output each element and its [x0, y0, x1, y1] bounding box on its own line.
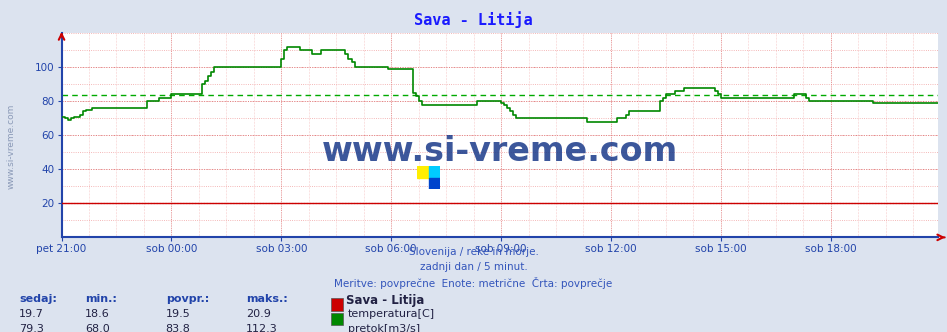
Text: 20.9: 20.9: [246, 309, 271, 319]
Text: 18.6: 18.6: [85, 309, 110, 319]
Text: www.si-vreme.com: www.si-vreme.com: [321, 135, 678, 168]
Text: 19.7: 19.7: [19, 309, 44, 319]
Text: maks.:: maks.:: [246, 294, 288, 304]
Text: Slovenija / reke in morje.: Slovenija / reke in morje.: [408, 247, 539, 257]
Text: 79.3: 79.3: [19, 324, 44, 332]
Text: www.si-vreme.com: www.si-vreme.com: [7, 103, 16, 189]
Text: Sava - Litija: Sava - Litija: [346, 294, 424, 307]
Text: temperatura[C]: temperatura[C]: [348, 309, 435, 319]
Text: min.:: min.:: [85, 294, 117, 304]
Text: zadnji dan / 5 minut.: zadnji dan / 5 minut.: [420, 262, 527, 272]
Text: Meritve: povprečne  Enote: metrične  Črta: povprečje: Meritve: povprečne Enote: metrične Črta:…: [334, 277, 613, 289]
Text: pretok[m3/s]: pretok[m3/s]: [348, 324, 420, 332]
Text: sedaj:: sedaj:: [19, 294, 57, 304]
Bar: [428, 178, 440, 189]
Text: 83.8: 83.8: [166, 324, 190, 332]
Bar: [417, 166, 428, 178]
Text: 112.3: 112.3: [246, 324, 278, 332]
Bar: [428, 166, 440, 178]
Text: Sava - Litija: Sava - Litija: [414, 12, 533, 29]
Text: povpr.:: povpr.:: [166, 294, 209, 304]
Text: 19.5: 19.5: [166, 309, 190, 319]
Text: 68.0: 68.0: [85, 324, 110, 332]
